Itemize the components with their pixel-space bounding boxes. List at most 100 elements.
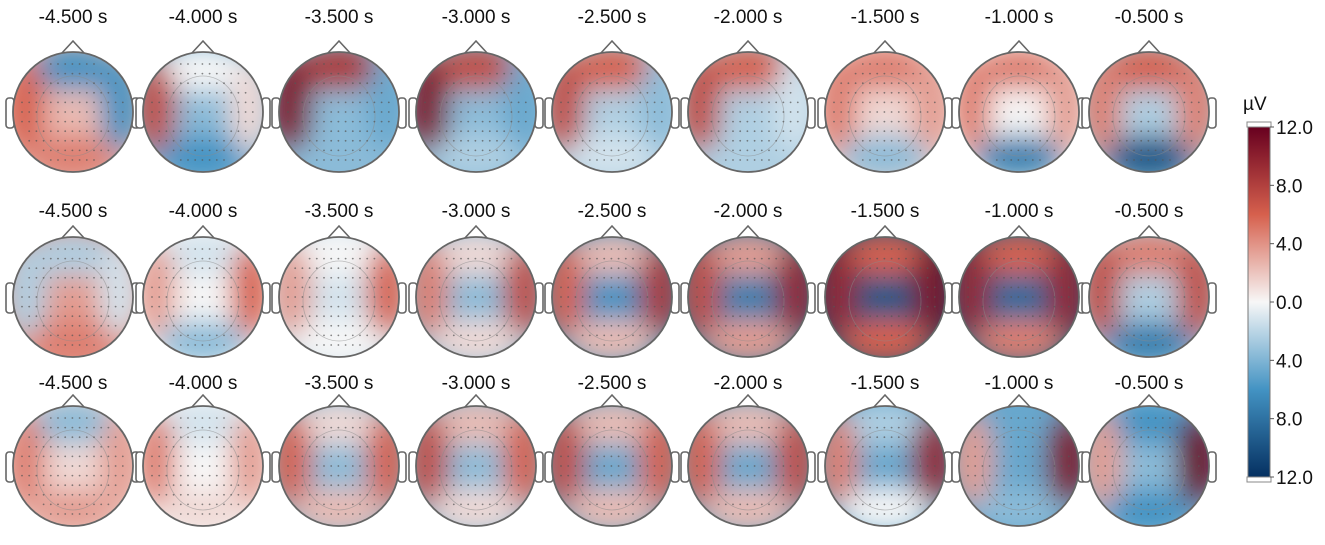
topomap: -1.500 s bbox=[817, 373, 953, 527]
topomap: -2.500 s bbox=[544, 7, 680, 173]
nose-outline bbox=[326, 39, 352, 55]
center-region bbox=[39, 438, 107, 506]
head-outline bbox=[1088, 405, 1210, 527]
time-label: -0.500 s bbox=[1115, 201, 1184, 222]
contour-line bbox=[982, 260, 1056, 342]
frontal-region bbox=[975, 237, 1063, 276]
contour-line bbox=[36, 260, 110, 342]
nose-outline bbox=[599, 393, 625, 409]
colorbar-cap-bottom bbox=[1246, 476, 1272, 483]
time-label: -3.500 s bbox=[305, 7, 374, 28]
nose-outline bbox=[599, 39, 625, 55]
center-region bbox=[305, 269, 373, 337]
nose-outline bbox=[1136, 224, 1162, 240]
nose-outline bbox=[463, 39, 489, 55]
scalp-field bbox=[552, 406, 672, 526]
center-region bbox=[851, 438, 919, 506]
scalp-field bbox=[688, 52, 808, 172]
head-outline bbox=[278, 405, 400, 527]
frontal-region bbox=[704, 406, 792, 445]
electrode-markers bbox=[21, 248, 124, 346]
nose-outline bbox=[599, 224, 625, 240]
nose-outline bbox=[872, 39, 898, 55]
scalp-field bbox=[279, 406, 399, 526]
topomap-grid: -4.500 s -4.000 s -3.500 s -3.000 s -2.500 s… bbox=[5, 7, 1217, 527]
center-region bbox=[985, 438, 1053, 506]
frontal-region bbox=[1105, 237, 1193, 276]
electrode-markers bbox=[833, 248, 936, 346]
scalp-field bbox=[1089, 52, 1209, 172]
center-region bbox=[442, 269, 510, 337]
contour-line bbox=[166, 260, 240, 342]
head-outline bbox=[142, 236, 264, 358]
contour-line bbox=[711, 75, 785, 157]
colorbar: µV 12.0 8.0 4.0 0.0 4.0 8.0 12.0 bbox=[1243, 94, 1313, 489]
head-outline bbox=[958, 405, 1080, 527]
colorbar-tick-label: 8.0 bbox=[1276, 410, 1302, 431]
head-outline bbox=[687, 405, 809, 527]
center-region bbox=[169, 84, 237, 152]
center-region bbox=[442, 84, 510, 152]
contour-line bbox=[575, 75, 649, 157]
topomap: -2.500 s bbox=[544, 201, 680, 358]
contour-line bbox=[36, 429, 110, 511]
topomap: -2.500 s bbox=[544, 373, 680, 527]
electrode-markers bbox=[1097, 417, 1200, 515]
contour-line bbox=[711, 429, 785, 511]
frontal-region bbox=[432, 237, 520, 276]
frontal-region bbox=[432, 406, 520, 445]
time-label: -4.000 s bbox=[169, 7, 238, 28]
frontal-region bbox=[568, 52, 656, 91]
scalp-field bbox=[416, 52, 536, 172]
time-label: -2.500 s bbox=[578, 373, 647, 394]
head-outline bbox=[958, 236, 1080, 358]
colorbar-tick-label: 4.0 bbox=[1276, 235, 1302, 256]
scalp-field bbox=[552, 237, 672, 357]
scalp-field bbox=[416, 406, 536, 526]
electrode-markers bbox=[151, 417, 254, 515]
topomap: -1.500 s bbox=[817, 201, 953, 358]
contour-line bbox=[302, 429, 376, 511]
scalp-field bbox=[13, 52, 133, 172]
contour-line bbox=[439, 75, 513, 157]
nose-outline bbox=[60, 39, 86, 55]
contour-line bbox=[711, 260, 785, 342]
head-outline bbox=[551, 236, 673, 358]
nose-outline bbox=[872, 393, 898, 409]
center-region bbox=[1115, 438, 1183, 506]
time-label: -4.000 s bbox=[169, 201, 238, 222]
contour-line bbox=[848, 429, 922, 511]
center-region bbox=[714, 269, 782, 337]
scalp-field bbox=[143, 237, 263, 357]
time-label: -0.500 s bbox=[1115, 373, 1184, 394]
electrode-markers bbox=[1097, 63, 1200, 161]
time-label: -2.000 s bbox=[714, 373, 783, 394]
head-outline bbox=[824, 51, 946, 173]
nose-outline bbox=[735, 393, 761, 409]
time-label: -3.000 s bbox=[442, 201, 511, 222]
contour-line bbox=[1112, 429, 1186, 511]
topomap: -3.000 s bbox=[408, 201, 544, 358]
nose-outline bbox=[1006, 39, 1032, 55]
contour-line bbox=[982, 429, 1056, 511]
electrode-markers bbox=[560, 63, 663, 161]
electrode-markers bbox=[967, 248, 1070, 346]
contour-line bbox=[848, 260, 922, 342]
electrode-markers bbox=[424, 417, 527, 515]
scalp-field bbox=[825, 406, 945, 526]
scalp-field bbox=[688, 406, 808, 526]
colorbar-tick-label: 4.0 bbox=[1276, 351, 1302, 372]
frontal-region bbox=[704, 52, 792, 91]
head-outline bbox=[824, 405, 946, 527]
frontal-region bbox=[159, 52, 247, 91]
scalp-field bbox=[416, 237, 536, 357]
head-outline bbox=[687, 236, 809, 358]
topomap: -0.500 s bbox=[1081, 373, 1217, 527]
head-outline bbox=[12, 405, 134, 527]
time-label: -3.000 s bbox=[442, 7, 511, 28]
head-outline bbox=[415, 236, 537, 358]
electrode-markers bbox=[287, 248, 390, 346]
time-label: -4.500 s bbox=[39, 201, 108, 222]
head-outline bbox=[142, 405, 264, 527]
